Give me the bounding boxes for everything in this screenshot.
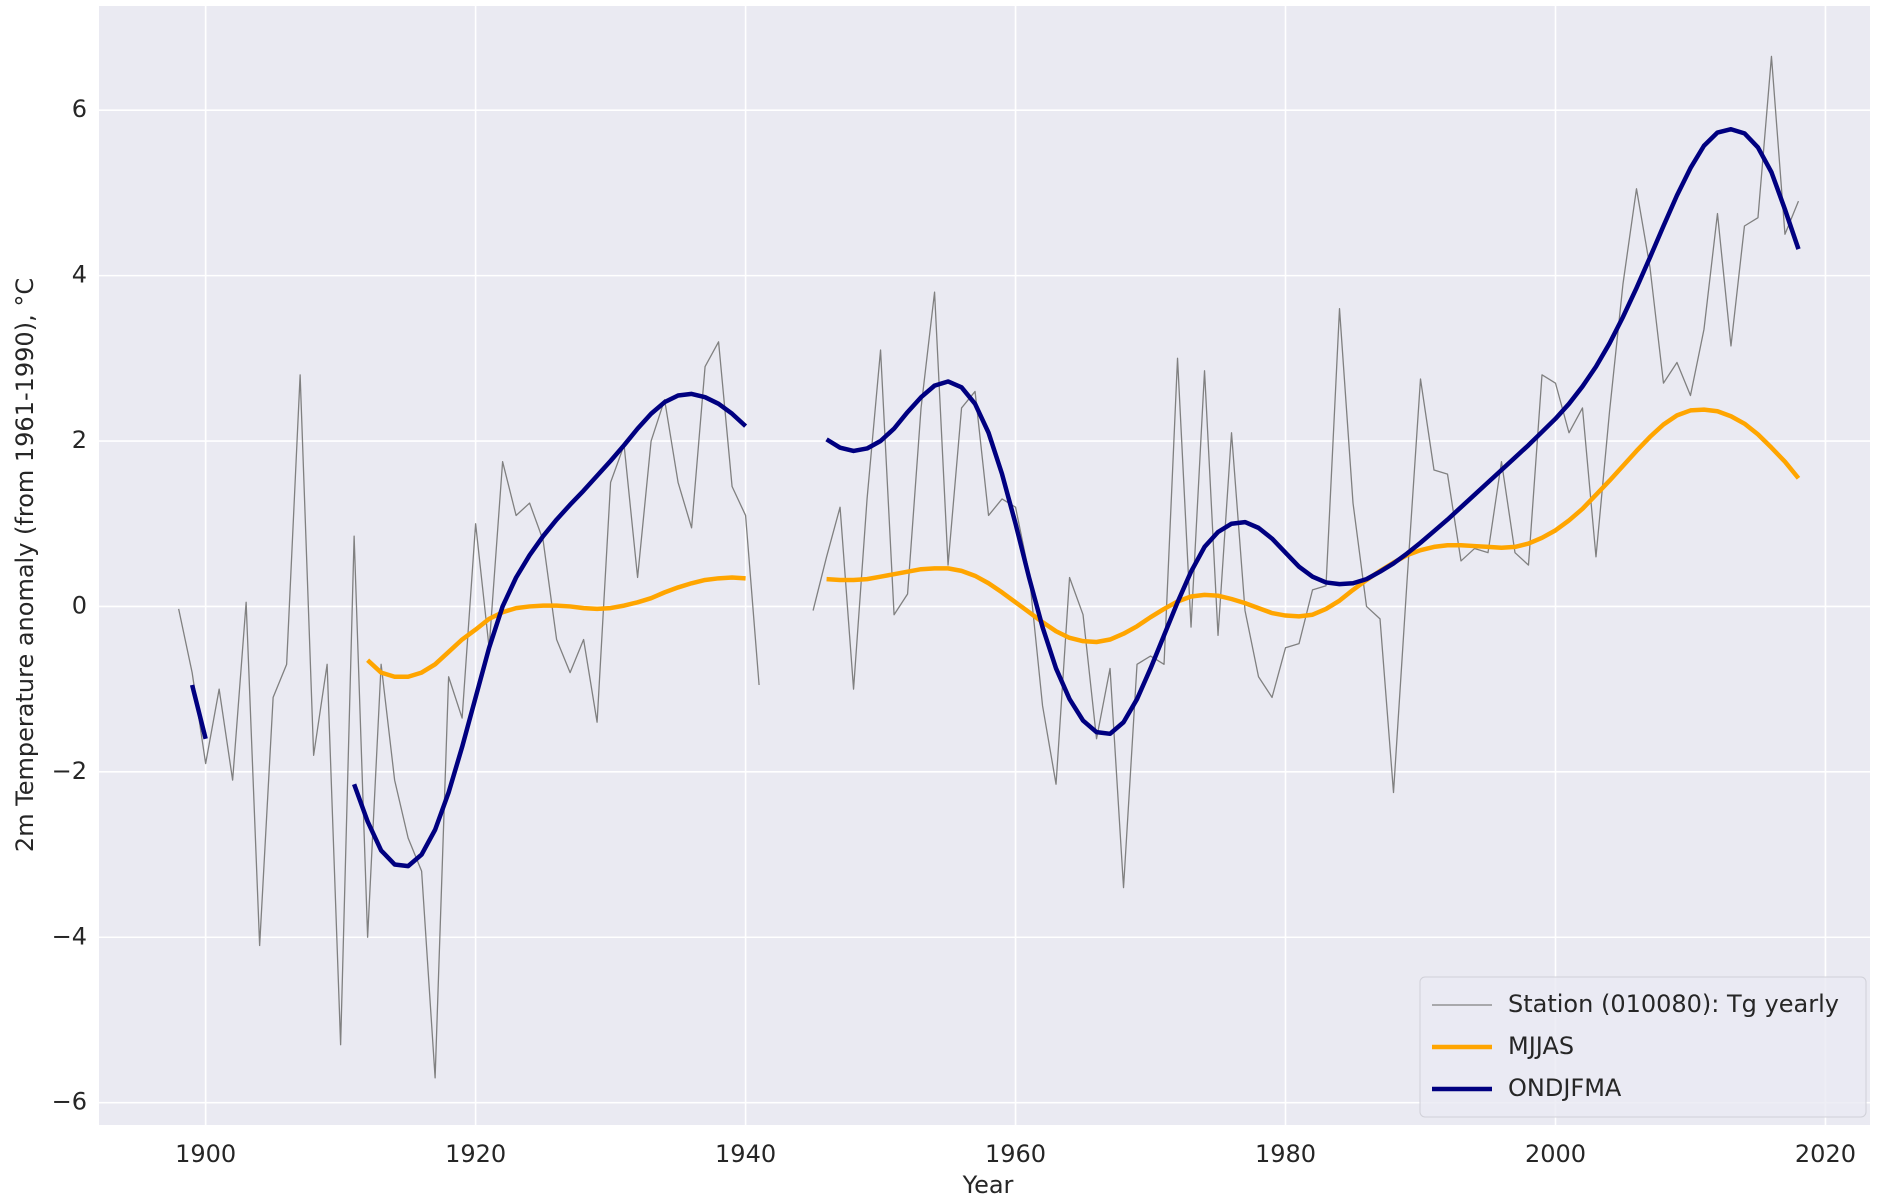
y-tick-label: −2 — [52, 757, 87, 785]
y-tick-label: 4 — [72, 261, 87, 289]
y-axis-label: 2m Temperature anomaly (from 1961-1990),… — [11, 278, 39, 852]
x-tick-label: 1940 — [715, 1140, 776, 1168]
legend-label: MJJAS — [1508, 1032, 1574, 1060]
legend-label: ONDJFMA — [1508, 1074, 1622, 1102]
y-tick-label: −4 — [52, 922, 87, 950]
plot-area — [99, 6, 1870, 1125]
x-tick-label: 1920 — [445, 1140, 506, 1168]
y-tick-label: 2 — [72, 426, 87, 454]
y-tick-label: 6 — [72, 95, 87, 123]
x-tick-label: 1900 — [175, 1140, 236, 1168]
grid — [99, 6, 1870, 1125]
x-axis-label: Year — [962, 1171, 1014, 1199]
x-tick-label: 1960 — [985, 1140, 1046, 1168]
lines — [178, 55, 1801, 1079]
y-tick-label: −6 — [52, 1088, 87, 1116]
series-line — [366, 407, 1801, 679]
series-line — [189, 126, 1801, 869]
legend-label: Station (010080): Tg yearly — [1508, 990, 1839, 1018]
legend-box — [1419, 976, 1867, 1118]
legend: Station (010080): Tg yearly MJJAS ONDJFMA — [1419, 976, 1867, 1118]
x-tick-label: 2000 — [1525, 1140, 1586, 1168]
x-tick-label: 1980 — [1255, 1140, 1316, 1168]
y-tick-label: 0 — [72, 591, 87, 619]
x-tick-label: 2020 — [1795, 1140, 1856, 1168]
